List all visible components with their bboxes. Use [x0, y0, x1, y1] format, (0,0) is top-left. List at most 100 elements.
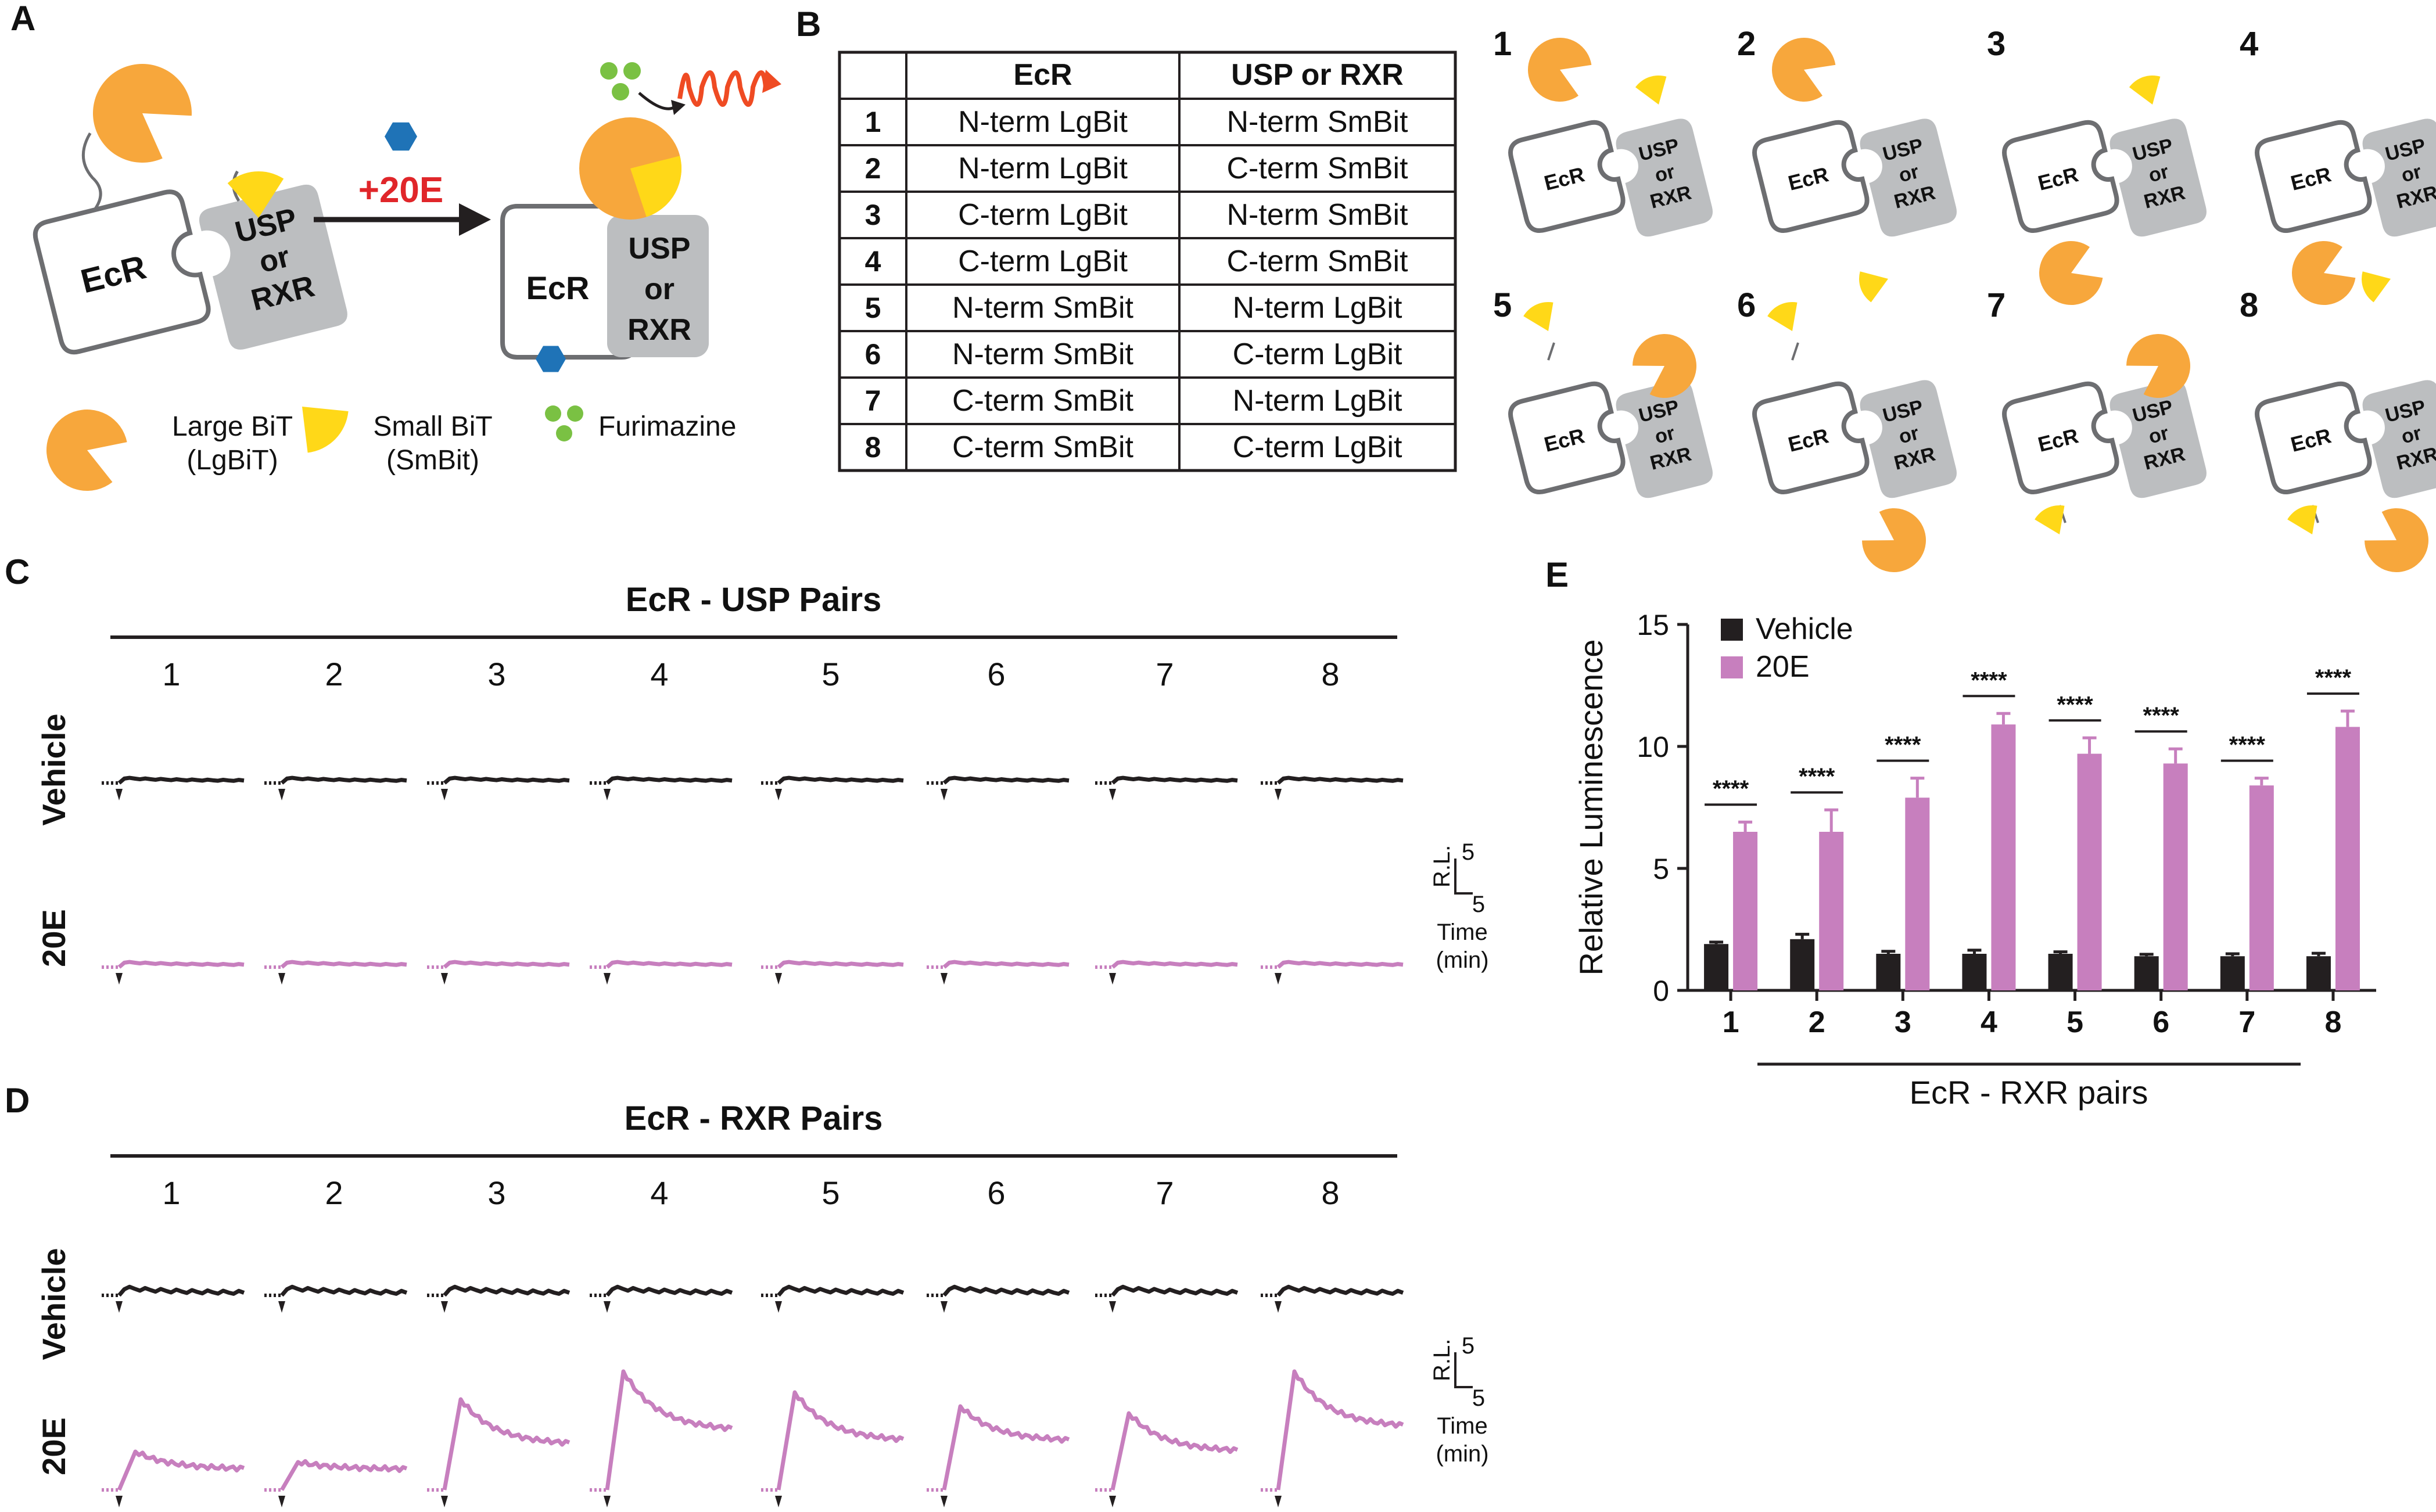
panel-c-usp: EcR - USP Pairs 1 2 3 4 5 6 7 8 Vehicle 20E R.L. 5 5 T…: [35, 581, 1489, 985]
table-cell-partner: C-term LgBit: [1233, 430, 1402, 464]
bound-ligand-icon: [536, 346, 566, 372]
legend-smbit-label-1: Small BiT: [373, 411, 492, 442]
panel-d-rxr-pair-number: 4: [650, 1175, 668, 1211]
injection-marker: [1275, 1301, 1282, 1313]
light-arrow-head: [762, 70, 781, 93]
bar-vehicle: [2220, 956, 2245, 990]
bar-vehicle: [2048, 954, 2073, 990]
x-tick-label: 4: [1981, 1005, 1997, 1039]
construct-partner: [1616, 118, 1713, 237]
x-tick-label: 8: [2324, 1005, 2341, 1039]
scale-x-value: 5: [1472, 1385, 1485, 1411]
y-tick-label: 0: [1653, 975, 1669, 1007]
table-cell-partner: N-term SmBit: [1227, 198, 1409, 232]
injection-marker: [1275, 973, 1282, 985]
bar-vehicle: [2306, 956, 2331, 990]
scale-time-unit: (min): [1436, 1441, 1488, 1467]
scale-time-label: Time: [1437, 1413, 1487, 1439]
table-cell-partner: C-term SmBit: [1227, 152, 1409, 185]
bar-vehicle: [1704, 944, 1729, 990]
legend-label: Vehicle: [1756, 612, 1853, 646]
injection-marker: [1109, 973, 1116, 985]
construct-partner-lgbit: [1862, 508, 1926, 572]
bar-vehicle: [1876, 954, 1901, 990]
legend-furimazine-dot-1: [545, 405, 561, 422]
ligand-20e-icon: [385, 122, 417, 151]
construct-ecr-smbit: [1767, 302, 1798, 331]
panel-e-chart: 0 5 10 15 Relative Luminescence 1 **** 2 **** 3 **…: [1573, 609, 2376, 1111]
injection-marker: [116, 1301, 123, 1313]
table-row-id: 6: [865, 338, 881, 371]
construct-number: 4: [2240, 25, 2258, 63]
ligand-label: +20E: [358, 170, 444, 210]
vehicle-trace: [117, 775, 245, 785]
significance-stars: ****: [1971, 667, 2007, 693]
e20-trace: [776, 1390, 905, 1491]
vehicle-trace: [605, 775, 733, 785]
table-row-id: 8: [865, 431, 881, 464]
table-cell-partner: N-term LgBit: [1233, 384, 1402, 418]
furimazine-dot-3: [612, 83, 629, 100]
e20-trace: [942, 1404, 1070, 1491]
injection-marker: [604, 1301, 611, 1313]
bound-partner-label-2: or: [644, 272, 675, 306]
e20-trace: [1111, 960, 1238, 969]
legend-smbit-icon: [302, 407, 349, 453]
construct-partner: [1616, 380, 1713, 498]
panel-c-usp-pair-number: 5: [821, 656, 839, 692]
construct-ecr-smbit: [1523, 302, 1554, 331]
vehicle-trace: [280, 775, 407, 785]
panel-c-usp-pair-number: 7: [1156, 656, 1174, 692]
construct-number: 7: [1987, 286, 2006, 324]
legend-lgbit-icon: [46, 409, 127, 491]
vehicle-trace: [1111, 775, 1238, 785]
construct-ecr-lgbit: [1772, 37, 1836, 102]
bound-partner-label-3: RXR: [627, 313, 691, 347]
light-emission-wave: [677, 70, 768, 107]
x-tick-label: 5: [2067, 1005, 2083, 1039]
injection-marker: [441, 1496, 448, 1507]
construct-ecr: [2002, 120, 2119, 233]
scale-y-value: 5: [1462, 1333, 1474, 1359]
x-tick-label: 7: [2238, 1005, 2255, 1039]
bound-partner-label-1: USP: [629, 232, 691, 265]
e20-trace: [1276, 1369, 1404, 1491]
panel-c-usp-vehicle-label: Vehicle: [35, 713, 72, 825]
injection-marker: [278, 1496, 285, 1507]
table-row-id: 4: [865, 245, 881, 278]
construct-ecr: [2255, 381, 2372, 494]
vehicle-trace: [942, 1284, 1070, 1297]
e20-trace: [1276, 960, 1404, 969]
vehicle-trace: [1111, 1284, 1239, 1297]
furimazine-dot-1: [600, 62, 618, 80]
injection-marker: [116, 1496, 123, 1507]
construct-ecr-smbit: [2035, 505, 2065, 534]
injection-marker: [1109, 1301, 1116, 1313]
scale-bar: [1454, 859, 1473, 895]
emission-arrow-head: [671, 100, 686, 115]
legend-label: 20E: [1756, 650, 1810, 684]
table-cell-ecr: N-term SmBit: [952, 337, 1134, 371]
table-cell-ecr: N-term LgBit: [958, 105, 1128, 139]
scale-time-label: Time: [1437, 920, 1487, 945]
construct-number: 5: [1493, 286, 1512, 324]
vehicle-trace: [280, 1284, 408, 1297]
construct-partner: [2109, 118, 2207, 237]
construct-number: 3: [1987, 25, 2006, 63]
table-border: [838, 51, 1457, 472]
construct-ecr: [1752, 120, 1870, 233]
vehicle-trace: [777, 775, 904, 785]
construct-ecr: [2255, 120, 2372, 233]
construct-partner-smbit: [1859, 271, 1888, 303]
legend-swatch: [1721, 656, 1743, 678]
injection-marker: [604, 973, 611, 985]
panel-label-d: D: [5, 1081, 30, 1120]
construct-ecr-linker: [1547, 342, 1555, 361]
